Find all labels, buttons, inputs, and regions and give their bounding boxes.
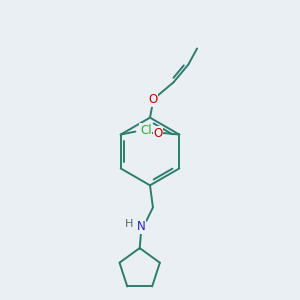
Text: O: O [148,93,158,106]
Text: H: H [124,219,133,229]
Text: N: N [137,220,146,233]
Text: O: O [153,127,163,140]
Text: Cl: Cl [140,124,152,136]
